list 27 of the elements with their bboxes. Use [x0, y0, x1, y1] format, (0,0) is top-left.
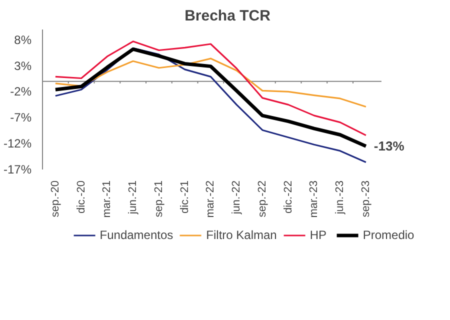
annotation: -13%: [374, 138, 405, 154]
line-series: [54, 40, 367, 136]
y-tick-label: -7%: [10, 110, 32, 125]
x-tick-label: jun.-23: [334, 180, 346, 216]
x-tick-label: dic.-22: [282, 180, 294, 214]
y-tick-label: 8%: [14, 32, 32, 47]
x-tick-label: mar.-23: [308, 180, 320, 218]
x-tick-label: mar.-22: [204, 180, 217, 218]
x-tick-label: jun.-21: [127, 180, 140, 216]
x-tick-label: sep.-22: [256, 180, 268, 218]
x-tick-label: sep.-21: [152, 180, 165, 218]
y-tick-label: -12%: [3, 136, 32, 151]
y-tick-label: -2%: [10, 84, 32, 99]
x-tick-label: sep.-20: [49, 180, 62, 218]
x-tick-label: dic.-21: [178, 180, 191, 214]
legend-label: Fundamentos: [100, 228, 174, 242]
chart-title: Brecha TCR: [184, 8, 271, 24]
legend-label: Filtro Kalman: [206, 228, 277, 242]
y-tick-label: 3%: [14, 58, 32, 73]
x-tick-label: mar.-21: [101, 180, 114, 218]
legend-label: HP: [310, 228, 328, 242]
legend-label: Promedio: [362, 228, 414, 242]
x-tick-label: jun.-22: [230, 180, 243, 216]
y-tick-label: -17%: [3, 162, 32, 176]
x-tick-label: dic.-20: [75, 180, 88, 214]
x-tick-label: sep.-23: [360, 180, 372, 218]
line-series: [54, 58, 367, 108]
